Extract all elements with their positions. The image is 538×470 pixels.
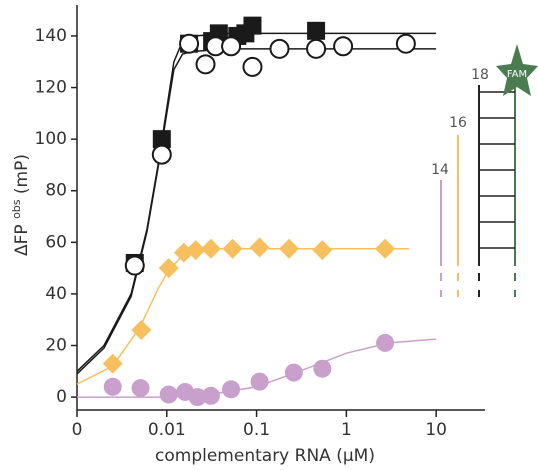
x-tick-label: 0.01: [148, 420, 186, 440]
circle-marker: [221, 36, 242, 57]
y-tick-label: 100: [35, 129, 67, 149]
circle-marker: [179, 33, 200, 54]
x-tick-label: 1: [341, 420, 352, 440]
diamond-marker: [249, 237, 270, 258]
diamond-marker: [158, 258, 179, 279]
inset-label: 18: [471, 67, 489, 83]
circle-marker: [103, 377, 122, 396]
circle-marker: [242, 56, 263, 77]
inset-diagram: FAM 14 16 18: [431, 44, 538, 297]
circle-marker: [269, 38, 290, 59]
y-label-main: ΔFP: [12, 224, 32, 256]
y-axis-label: ΔFP obs (mP): [7, 154, 32, 256]
circle-marker: [250, 372, 269, 391]
diamond-marker: [312, 240, 333, 261]
diamond-marker: [131, 320, 152, 341]
fit-curve: [76, 48, 437, 375]
y-tick-label: 60: [45, 232, 67, 252]
diamond-marker: [222, 238, 243, 259]
y-tick-label: 80: [45, 181, 67, 201]
circle-marker: [159, 385, 178, 404]
inset-label: 16: [449, 115, 467, 131]
circle-marker: [131, 379, 150, 398]
fam-label: FAM: [507, 69, 527, 80]
diamond-marker: [200, 238, 221, 259]
diamond-marker: [102, 353, 123, 374]
inset-label: 14: [431, 162, 449, 178]
y-label-unit: (mP): [12, 154, 32, 194]
circle-marker: [313, 359, 332, 378]
circle-marker: [151, 144, 172, 165]
square-marker: [243, 16, 262, 35]
circle-marker: [201, 386, 220, 405]
circle-marker: [306, 38, 327, 59]
y-tick-label: 120: [35, 78, 67, 98]
circle-marker: [284, 363, 303, 382]
circle-marker: [195, 54, 216, 75]
y-tick-label: 40: [45, 284, 67, 304]
y-label-sup: obs: [10, 199, 23, 219]
circle-marker: [124, 255, 145, 276]
diamond-marker: [185, 240, 206, 261]
diamond-marker: [279, 238, 300, 259]
x-tick-label: 0: [72, 420, 83, 440]
circle-marker: [395, 33, 416, 54]
circle-marker: [188, 388, 207, 407]
y-tick-label: 140: [35, 26, 67, 46]
y-tick-label: 0: [56, 387, 67, 407]
square-marker: [307, 21, 326, 40]
x-tick-label: 0.1: [243, 420, 270, 440]
x-tick-label: 10: [425, 420, 447, 440]
diamond-marker: [375, 238, 396, 259]
fit-curve: [76, 32, 437, 372]
circle-marker: [333, 36, 354, 57]
square-marker: [152, 130, 171, 149]
y-tick-label: 20: [45, 336, 67, 356]
circle-marker: [222, 380, 241, 399]
x-axis-label: complementary RNA (μM): [155, 446, 375, 466]
circle-marker: [376, 333, 395, 352]
